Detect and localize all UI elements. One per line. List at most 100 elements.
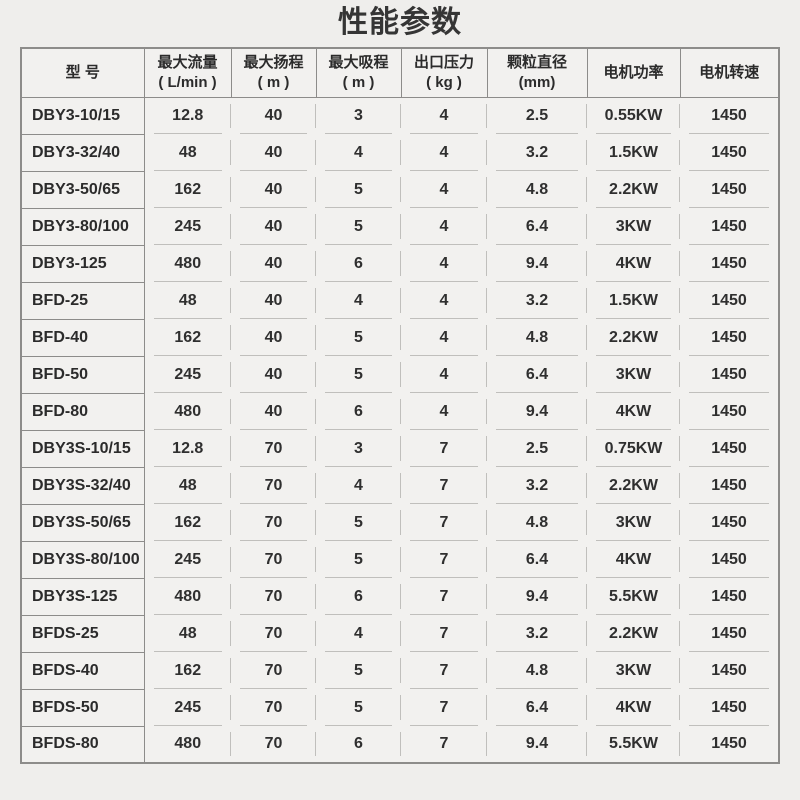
- table-row: BFDS-25 48 70 4 7 3.2 2.2KW 1450: [20, 614, 779, 653]
- column-header-0: 型 号: [20, 47, 145, 98]
- value-cell: 48: [144, 615, 231, 652]
- value-cell: 70: [231, 615, 316, 652]
- table-row: BFDS-80 480 70 6 7 9.4 5.5KW 1450: [20, 725, 779, 764]
- model-cell: DBY3-10/15: [20, 96, 145, 135]
- table-body: DBY3-10/15 12.8 40 3 4 2.5 0.55KW 1450 DBY3-32/4…: [20, 96, 779, 764]
- table-row: BFDS-50 245 70 5 7 6.4 4KW 1450: [20, 688, 779, 727]
- table-row: DBY3-80/100 245 40 5 4 6.4 3KW 1450: [20, 207, 779, 246]
- value-cell: 2.5: [487, 430, 587, 467]
- value-cell: 7: [401, 467, 487, 504]
- value-cell: 5: [316, 208, 401, 245]
- column-header-unit: ( m ): [342, 73, 375, 91]
- value-cell: 40: [231, 171, 316, 208]
- value-cell: 4.8: [487, 504, 587, 541]
- value-cell: 12.8: [144, 97, 231, 134]
- value-cell: 1450: [680, 504, 779, 541]
- table-row: BFD-80 480 40 6 4 9.4 4KW 1450: [20, 392, 779, 431]
- value-cell: 7: [401, 726, 487, 763]
- value-cell: 3: [316, 97, 401, 134]
- column-header-7: 电机转速: [679, 47, 780, 98]
- value-cell: 1450: [680, 356, 779, 393]
- value-cell: 4: [401, 356, 487, 393]
- model-cell: DBY3S-10/15: [20, 429, 145, 468]
- value-cell: 5.5KW: [587, 726, 680, 763]
- value-cell: 3: [316, 430, 401, 467]
- column-header-1: 最大流量 ( L/min ): [143, 47, 232, 98]
- value-cell: 0.75KW: [587, 430, 680, 467]
- model-cell: DBY3S-80/100: [20, 540, 145, 579]
- value-cell: 5: [316, 356, 401, 393]
- value-cell: 1450: [680, 615, 779, 652]
- value-cell: 3KW: [587, 208, 680, 245]
- value-cell: 5: [316, 504, 401, 541]
- column-header-label: 型 号: [65, 63, 100, 81]
- value-cell: 162: [144, 652, 231, 689]
- column-header-2: 最大扬程 ( m ): [230, 47, 317, 98]
- value-cell: 4: [316, 282, 401, 319]
- value-cell: 70: [231, 578, 316, 615]
- value-cell: 1450: [680, 430, 779, 467]
- table-row: BFDS-40 162 70 5 7 4.8 3KW 1450: [20, 651, 779, 690]
- column-header-4: 出口压力 ( kg ): [400, 47, 488, 98]
- value-cell: 4.8: [487, 319, 587, 356]
- value-cell: 3.2: [487, 134, 587, 171]
- model-cell: BFDS-50: [20, 688, 145, 727]
- value-cell: 480: [144, 578, 231, 615]
- table-row: BFD-25 48 40 4 4 3.2 1.5KW 1450: [20, 281, 779, 320]
- value-cell: 4KW: [587, 245, 680, 282]
- value-cell: 5: [316, 689, 401, 726]
- value-cell: 6.4: [487, 356, 587, 393]
- value-cell: 1450: [680, 171, 779, 208]
- model-cell: DBY3S-125: [20, 577, 145, 616]
- value-cell: 9.4: [487, 726, 587, 763]
- value-cell: 4: [401, 171, 487, 208]
- table-row: DBY3S-125 480 70 6 7 9.4 5.5KW 1450: [20, 577, 779, 616]
- value-cell: 70: [231, 726, 316, 763]
- value-cell: 6: [316, 393, 401, 430]
- column-header-6: 电机功率: [586, 47, 681, 98]
- value-cell: 1450: [680, 689, 779, 726]
- value-cell: 5: [316, 541, 401, 578]
- table-row: DBY3S-32/40 48 70 4 7 3.2 2.2KW 1450: [20, 466, 779, 505]
- value-cell: 6: [316, 578, 401, 615]
- value-cell: 2.2KW: [587, 467, 680, 504]
- value-cell: 245: [144, 356, 231, 393]
- table-row: DBY3-125 480 40 6 4 9.4 4KW 1450: [20, 244, 779, 283]
- column-header-unit: (mm): [518, 73, 556, 91]
- column-header-label: 颗粒直径: [506, 54, 567, 71]
- value-cell: 70: [231, 504, 316, 541]
- performance-parameters-table: 型 号 最大流量 ( L/min ) 最大扬程 ( m ) 最大吸程 ( m ) 出口压力 ( …: [20, 46, 780, 764]
- value-cell: 7: [401, 541, 487, 578]
- column-header-label: 电机转速: [699, 63, 760, 81]
- value-cell: 162: [144, 504, 231, 541]
- value-cell: 7: [401, 652, 487, 689]
- column-header-3: 最大吸程 ( m ): [315, 47, 402, 98]
- value-cell: 1450: [680, 652, 779, 689]
- value-cell: 7: [401, 689, 487, 726]
- value-cell: 1.5KW: [587, 134, 680, 171]
- value-cell: 6.4: [487, 689, 587, 726]
- value-cell: 4KW: [587, 541, 680, 578]
- value-cell: 1450: [680, 541, 779, 578]
- value-cell: 40: [231, 208, 316, 245]
- value-cell: 2.2KW: [587, 319, 680, 356]
- value-cell: 1450: [711, 735, 747, 752]
- value-cell: 480: [144, 393, 231, 430]
- table-row: BFD-50 245 40 5 4 6.4 3KW 1450: [20, 355, 779, 394]
- value-cell: 4: [316, 467, 401, 504]
- value-cell: 6.4: [487, 208, 587, 245]
- table-header: 型 号 最大流量 ( L/min ) 最大扬程 ( m ) 最大吸程 ( m ) 出口压力 ( …: [20, 47, 780, 98]
- model-cell: DBY3S-50/65: [20, 503, 145, 542]
- value-cell: 1450: [680, 578, 779, 615]
- value-cell: 9.4: [487, 245, 587, 282]
- value-cell: 2.5: [487, 97, 587, 134]
- model-cell: DBY3S-32/40: [20, 466, 145, 505]
- column-header-label: 电机功率: [603, 63, 664, 81]
- column-header-unit: ( L/min ): [158, 73, 217, 91]
- value-cell: 4: [401, 134, 487, 171]
- value-cell: 7: [401, 504, 487, 541]
- header-row: 型 号 最大流量 ( L/min ) 最大扬程 ( m ) 最大吸程 ( m ) 出口压力 ( …: [20, 47, 780, 98]
- value-cell: 7: [401, 578, 487, 615]
- value-cell: 5: [316, 652, 401, 689]
- value-cell: 4.8: [487, 652, 587, 689]
